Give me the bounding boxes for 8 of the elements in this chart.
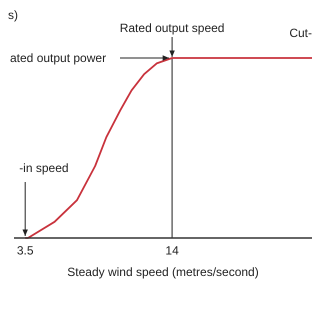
x-axis-title: Steady wind speed (metres/second) <box>67 265 259 279</box>
y-axis-title: s) <box>8 8 18 22</box>
x-tick-label: 3.5 <box>16 244 34 258</box>
annotation: ated output power <box>10 51 106 65</box>
text: Cut- <box>289 26 312 40</box>
x-tick-label: 14 <box>165 244 180 258</box>
ref-line-label: Rated output speed <box>120 21 224 35</box>
annotation: -in speed <box>19 161 69 175</box>
